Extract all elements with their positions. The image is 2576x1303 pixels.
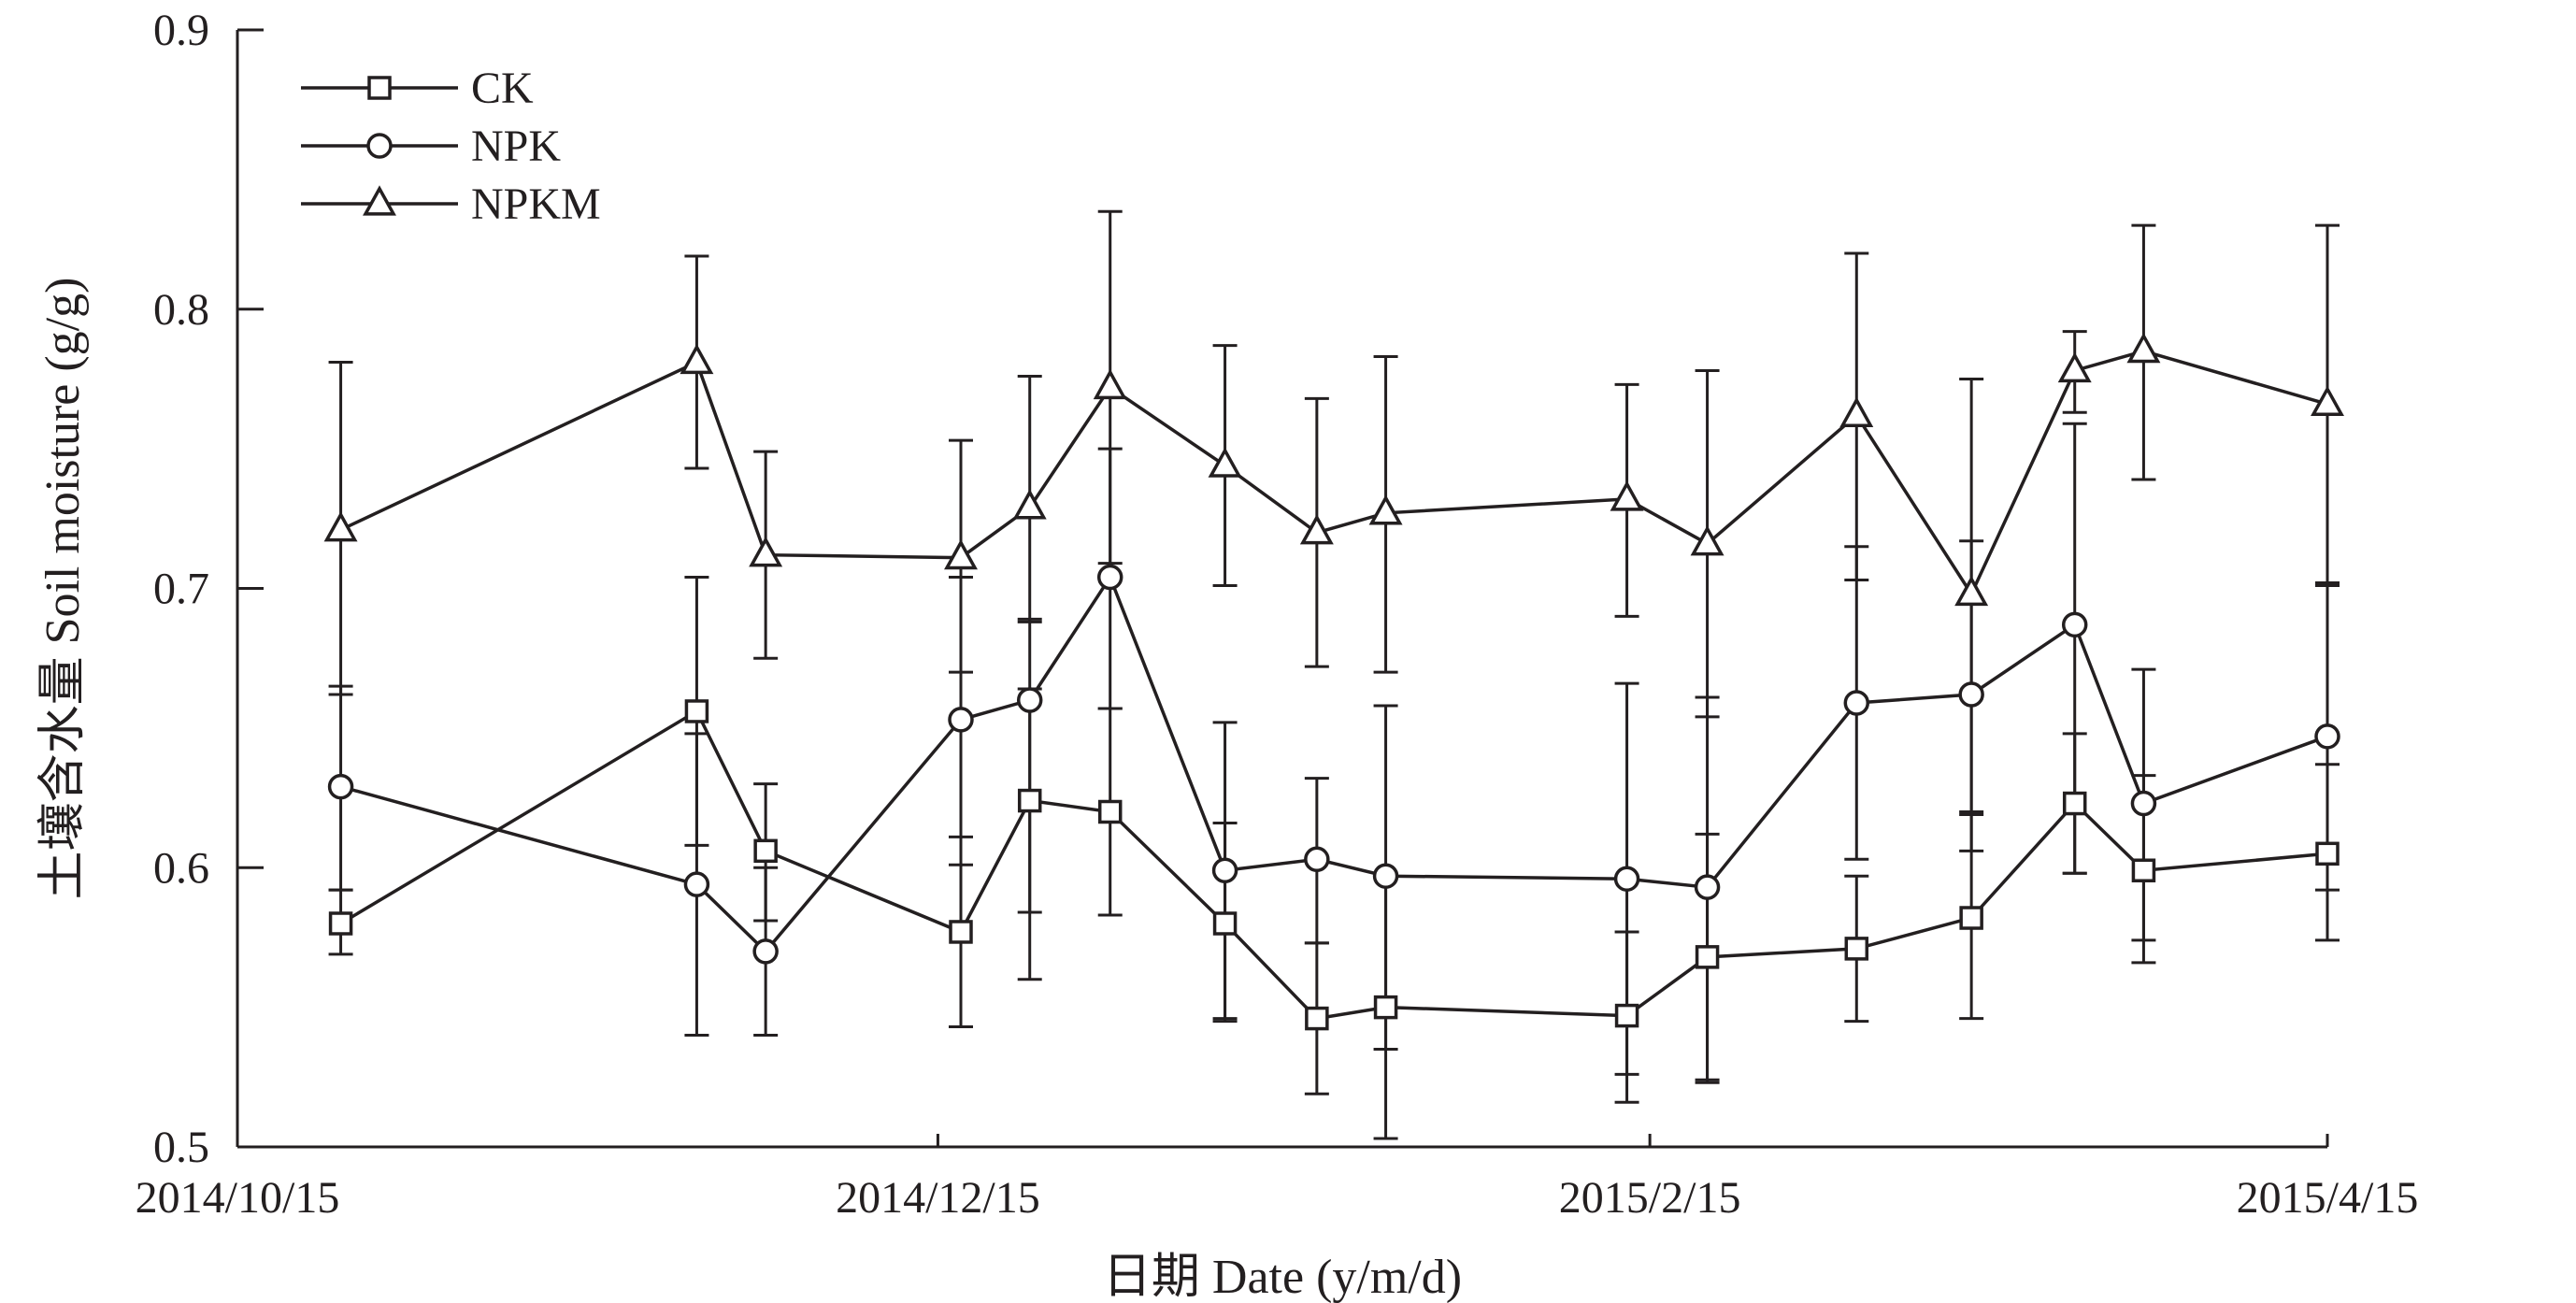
npkm-data-point <box>749 536 783 567</box>
ck-data-point <box>1614 1003 1639 1028</box>
npkm-data-point <box>1690 524 1724 556</box>
npkm-data-point <box>944 538 978 570</box>
ck-series-line <box>339 709 2328 1021</box>
y-axis-title: 土壤含水量 Soil moisture (g/g) <box>36 278 90 900</box>
ck-data-point <box>1305 1006 1329 1031</box>
npkm-data-point <box>1839 396 1874 427</box>
npkm-data-point <box>680 343 714 375</box>
x-tick-label: 2015/4/15 <box>2237 1173 2419 1223</box>
x-tick-label: 2015/2/15 <box>1559 1173 1741 1223</box>
legend-ck-marker <box>367 76 392 100</box>
npk-data-point <box>1016 687 1043 713</box>
ck-data-point <box>2315 841 2340 866</box>
ck-data-point <box>1695 945 1720 969</box>
ck-data-point <box>1373 995 1398 1020</box>
x-axis-title: 日期 Date (y/m/d) <box>1103 1251 1462 1303</box>
npk-data-point <box>2061 611 2088 638</box>
npk-data-point <box>1096 564 1123 591</box>
npk-data-point <box>752 938 779 965</box>
npkm-data-point <box>1208 447 1242 478</box>
ck-data-point <box>753 838 778 864</box>
npkm-data-point <box>2126 332 2161 364</box>
legend-npkm-label: NPKM <box>471 179 601 229</box>
npk-data-point <box>1211 857 1238 883</box>
series-markers <box>323 332 2344 1031</box>
ck-data-point <box>1959 906 1983 930</box>
npkm-data-point <box>1954 575 1989 607</box>
ck-data-point <box>684 699 709 723</box>
npk-data-point <box>1304 846 1330 873</box>
axes: 2014/10/15 2014/12/15 2015/2/15 2015/4/15 0.… <box>136 6 2419 1223</box>
ck-data-point <box>2131 858 2156 882</box>
npkm-series-line <box>339 349 2328 598</box>
npk-data-point <box>1372 863 1399 889</box>
legend-npk-label: NPK <box>471 122 561 171</box>
npkm-data-point <box>1368 494 1403 525</box>
npk-data-point <box>2314 723 2340 750</box>
npk-data-point <box>1843 690 1870 716</box>
legend-ck-label: CK <box>471 64 534 113</box>
legend-npk-marker <box>366 133 393 159</box>
ck-data-point <box>949 920 973 944</box>
y-tick-label: 0.7 <box>153 565 209 614</box>
npkm-data-point <box>1610 480 1644 511</box>
error-bars <box>328 209 2340 1140</box>
npk-data-point <box>948 707 974 733</box>
x-tick-label: 2014/12/15 <box>836 1173 1040 1223</box>
ck-data-point <box>328 911 353 936</box>
npkm-data-point <box>2311 385 2344 416</box>
ck-data-point <box>2062 791 2087 816</box>
npkm-data-point <box>2057 351 2092 383</box>
npkm-data-point <box>1012 489 1047 520</box>
npk-data-point <box>1694 874 1721 900</box>
legend: CK NPK NPKM <box>301 64 601 229</box>
y-tick-label: 0.8 <box>153 285 209 335</box>
npk-series-line <box>340 573 2328 954</box>
npk-data-point <box>1613 866 1640 892</box>
npkm-data-point <box>1299 514 1334 545</box>
series-lines <box>339 349 2328 1021</box>
npk-data-point <box>2130 790 2157 817</box>
ck-data-point <box>1097 799 1123 824</box>
x-tick-label: 2014/10/15 <box>136 1173 340 1223</box>
npk-data-point <box>683 871 710 897</box>
y-tick-label: 0.6 <box>153 843 209 893</box>
legend-npkm-marker <box>363 185 396 216</box>
ck-data-point <box>1212 911 1238 936</box>
y-tick-label: 0.5 <box>153 1123 209 1172</box>
npkm-data-point <box>1093 368 1127 400</box>
ck-data-point <box>1017 788 1042 813</box>
npkm-data-point <box>323 511 358 542</box>
y-tick-label: 0.9 <box>153 6 209 55</box>
npk-data-point <box>327 773 354 800</box>
ck-data-point <box>1844 937 1869 961</box>
npk-data-point <box>1958 681 1984 708</box>
